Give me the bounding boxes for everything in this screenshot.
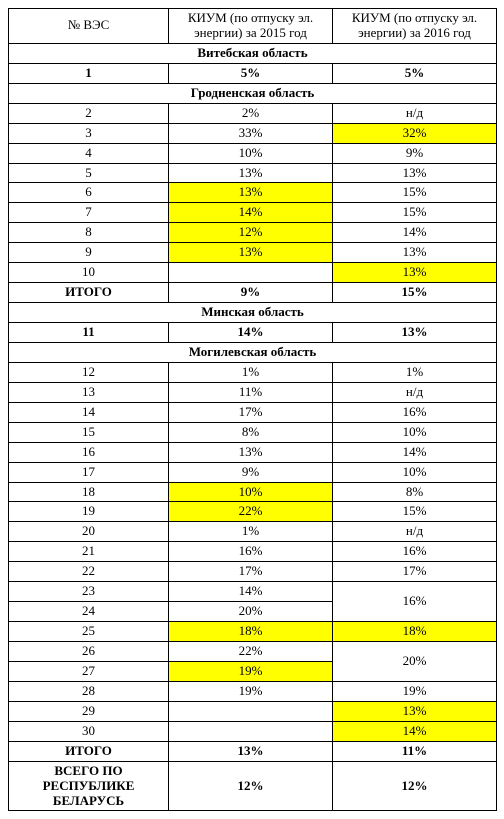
table-row: 1114%13% — [9, 323, 497, 343]
table-row: 1810%8% — [9, 482, 497, 502]
table-row: 2622%20% — [9, 642, 497, 662]
section-grodno: Гродненская область — [9, 83, 497, 103]
table-row: 2116%16% — [9, 542, 497, 562]
table-row: 3014% — [9, 721, 497, 741]
table-row: 2518%18% — [9, 622, 497, 642]
table-row: 158%10% — [9, 422, 497, 442]
table-row: 22%н/д — [9, 103, 497, 123]
table-row: 179%10% — [9, 462, 497, 482]
header-col3: КИУМ (по отпуску эл. энергии) за 2016 го… — [333, 9, 497, 44]
table-row: 1613%14% — [9, 442, 497, 462]
table-row: 2913% — [9, 701, 497, 721]
table-row: 121%1% — [9, 362, 497, 382]
table-row: 1311%н/д — [9, 382, 497, 402]
table-row: 913%13% — [9, 243, 497, 263]
table-row: 1417%16% — [9, 402, 497, 422]
table-row: 333%32% — [9, 123, 497, 143]
header-col1: № ВЭС — [9, 9, 169, 44]
table-row: 2314%16% — [9, 582, 497, 602]
section-minsk: Минская область — [9, 303, 497, 323]
total-row: ВСЕГО ПО РЕСПУБЛИКЕ БЕЛАРУСЬ12%12% — [9, 761, 497, 811]
header-col2: КИУМ (по отпуску эл. энергии) за 2015 го… — [169, 9, 333, 44]
table-row: 1 5% 5% — [9, 63, 497, 83]
subtotal-row: ИТОГО9%15% — [9, 283, 497, 303]
table-row: 613%15% — [9, 183, 497, 203]
table-row: 1922%15% — [9, 502, 497, 522]
section-vitebsk: Витебская область — [9, 43, 497, 63]
table-row: 714%15% — [9, 203, 497, 223]
section-mogilev: Могилевская область — [9, 342, 497, 362]
table-row: 812%14% — [9, 223, 497, 243]
table-row: 513%13% — [9, 163, 497, 183]
kium-table: № ВЭС КИУМ (по отпуску эл. энергии) за 2… — [8, 8, 497, 811]
header-row: № ВЭС КИУМ (по отпуску эл. энергии) за 2… — [9, 9, 497, 44]
table-row: 2217%17% — [9, 562, 497, 582]
table-row: 410%9% — [9, 143, 497, 163]
table-row: 1013% — [9, 263, 497, 283]
table-row: 2819%19% — [9, 681, 497, 701]
subtotal-row: ИТОГО13%11% — [9, 741, 497, 761]
table-row: 201%н/д — [9, 522, 497, 542]
